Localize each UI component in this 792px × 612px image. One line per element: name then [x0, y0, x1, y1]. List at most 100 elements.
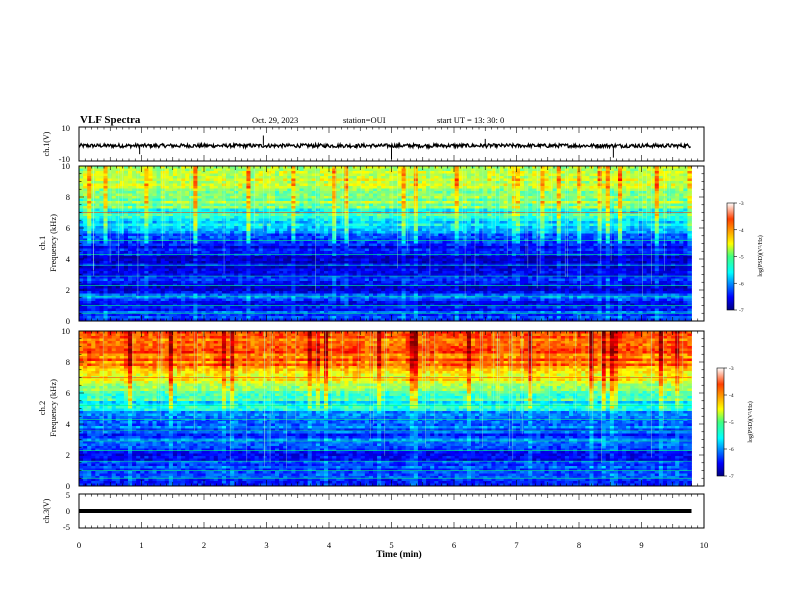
spectrogram-cell — [605, 196, 611, 199]
spectrogram-cell — [324, 203, 329, 207]
spectrogram-cell — [413, 208, 419, 212]
spectrogram-cell — [189, 181, 194, 184]
spectrogram-cell — [275, 208, 280, 212]
spectrogram-cell — [111, 193, 117, 197]
spectrogram-cell — [479, 226, 484, 229]
spectrogram-cell — [544, 186, 549, 189]
spectrogram-cell — [613, 208, 619, 212]
spectrogram-cell — [156, 238, 162, 242]
spectrogram-cell — [446, 236, 451, 239]
spectrogram-cell — [413, 181, 419, 184]
spectrogram-cell — [295, 243, 300, 247]
spectrogram-cell — [548, 238, 554, 242]
spectrogram-cell — [654, 178, 660, 182]
spectrogram-cell — [560, 191, 566, 194]
spectrogram-cell — [385, 196, 390, 199]
spectrogram-cell — [168, 198, 174, 202]
spectrogram-cell — [409, 176, 415, 179]
spectrogram-cell — [413, 198, 419, 202]
spectrogram-cell — [381, 223, 386, 227]
spectrogram-cell — [148, 178, 153, 182]
spectrogram-cell — [515, 228, 521, 232]
spectrogram-cell — [687, 223, 692, 227]
spectrogram-cell — [254, 196, 260, 199]
spectrogram-cell — [279, 188, 284, 192]
spectrogram-cell — [466, 196, 472, 199]
spectrogram-cell — [197, 171, 202, 174]
spectrogram-cell — [630, 168, 635, 172]
spectrogram-cell — [520, 223, 525, 227]
spectrogram-cell — [446, 218, 451, 222]
spectrogram-cell — [389, 216, 394, 219]
spectrogram-cell — [654, 223, 660, 227]
spectrogram-cell — [213, 181, 219, 184]
spectrogram-cell — [438, 186, 443, 189]
spectrogram-cell — [577, 203, 582, 207]
spectrogram-cell — [405, 198, 411, 202]
spectrogram-cell — [368, 201, 374, 204]
spectrogram-cell — [605, 228, 611, 232]
spectrogram-cell — [103, 241, 108, 244]
spectrogram-cell — [238, 238, 243, 242]
spectrogram-cell — [622, 238, 627, 242]
spectrogram-cell — [499, 191, 505, 194]
spectrogram-cell — [177, 226, 182, 229]
spectrogram-cell — [413, 183, 419, 187]
spectrogram-cell — [520, 218, 525, 222]
spectrogram-cell — [646, 171, 652, 174]
spectrogram-cell — [99, 221, 104, 224]
spectrogram-cell — [662, 193, 668, 197]
spectrogram-cell — [148, 231, 153, 234]
spectrogram-cell — [234, 181, 239, 184]
spectrogram-cell — [540, 243, 545, 247]
spectrogram-cell — [605, 186, 611, 189]
spectrogram-cell — [254, 193, 260, 197]
spectrogram-cell — [671, 168, 676, 172]
spectrogram-cell — [577, 178, 582, 182]
spectrogram-cell — [279, 228, 284, 232]
spectrogram-cell — [242, 171, 247, 174]
spectrogram-cell — [597, 171, 603, 174]
spectrogram-cell — [156, 203, 162, 207]
spectrogram-cell — [226, 221, 231, 224]
spectrogram-cell — [128, 221, 133, 224]
spectrogram-cell — [373, 241, 378, 244]
spectrogram-cell — [442, 243, 447, 247]
station-label: station=OUI — [343, 115, 386, 125]
spectrogram-cell — [397, 183, 402, 187]
spectrogram-cell — [148, 236, 153, 239]
spectrogram-cell — [344, 231, 349, 234]
spectrogram-cell — [315, 236, 321, 239]
spectrogram-cell — [454, 193, 460, 197]
spectrogram-cell — [605, 193, 611, 197]
spectrogram-cell — [119, 206, 125, 209]
spectrogram-cell — [585, 171, 590, 174]
spectrogram-cell — [279, 203, 284, 207]
spectrogram-cell — [581, 203, 586, 207]
spectrogram-cell — [597, 198, 603, 202]
spectrogram-cell — [79, 206, 84, 209]
spectrogram-cell — [270, 173, 276, 177]
spectrogram-cell — [479, 218, 484, 222]
spectrogram-cell — [605, 213, 611, 217]
spectrogram-cell — [569, 243, 574, 247]
spectrogram-cell — [99, 191, 104, 194]
spectrogram-cell — [679, 188, 684, 192]
spectrogram-cell — [569, 241, 574, 244]
spectrogram-cell — [177, 186, 182, 189]
spectrogram-cell — [401, 236, 407, 239]
spectrogram-cell — [613, 226, 619, 229]
spectrogram-cell — [638, 166, 643, 169]
spectrogram-cell — [434, 193, 439, 197]
spectrogram-cell — [79, 208, 84, 212]
spectrogram-cell — [679, 186, 684, 189]
spectrogram-cell — [585, 193, 590, 197]
spectrogram-cell — [683, 221, 688, 224]
spectrogram-cell — [622, 178, 627, 182]
spectrogram-cell — [168, 191, 174, 194]
spectrogram-cell — [319, 236, 325, 239]
spectrogram-cell — [658, 176, 664, 179]
spectrogram-cell — [393, 218, 398, 222]
spectrogram-cell — [95, 216, 100, 219]
spectrogram-cell — [515, 218, 521, 222]
